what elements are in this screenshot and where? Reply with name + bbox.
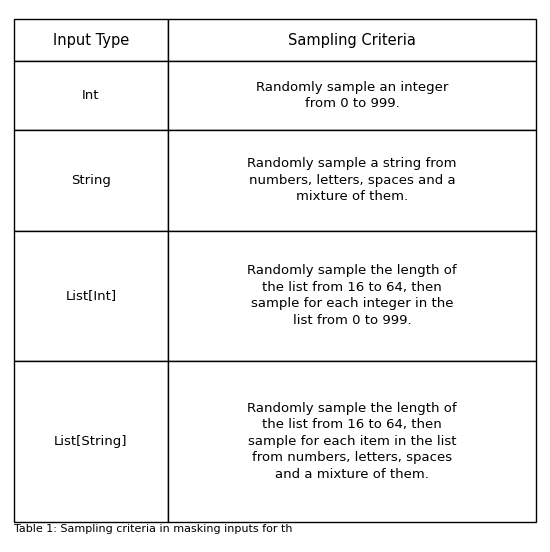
Text: Sampling Criteria: Sampling Criteria [288,33,416,47]
Bar [168,61,536,130]
Bar [168,130,536,231]
Bar [14,61,168,130]
Bar [14,361,168,522]
Text: String: String [71,174,111,187]
Bar [14,130,168,231]
Text: Randomly sample the length of
the list from 16 to 64, then
sample for each item : Randomly sample the length of the list f… [248,402,457,481]
Text: List[Int]: List[Int] [65,289,117,302]
Text: Input Type: Input Type [53,33,129,47]
Text: List[String]: List[String] [54,435,128,448]
Bar [168,19,536,61]
Text: Randomly sample the length of
the list from 16 to 64, then
sample for each integ: Randomly sample the length of the list f… [248,264,457,327]
Text: Table 1: Sampling criteria in masking inputs for th: Table 1: Sampling criteria in masking in… [14,524,292,534]
Text: Randomly sample a string from
numbers, letters, spaces and a
mixture of them.: Randomly sample a string from numbers, l… [248,157,457,204]
Text: Int: Int [82,89,100,102]
Bar [168,231,536,361]
Bar [14,231,168,361]
Bar [14,19,168,61]
Text: Randomly sample an integer
from 0 to 999.: Randomly sample an integer from 0 to 999… [256,81,448,110]
Bar [168,361,536,522]
